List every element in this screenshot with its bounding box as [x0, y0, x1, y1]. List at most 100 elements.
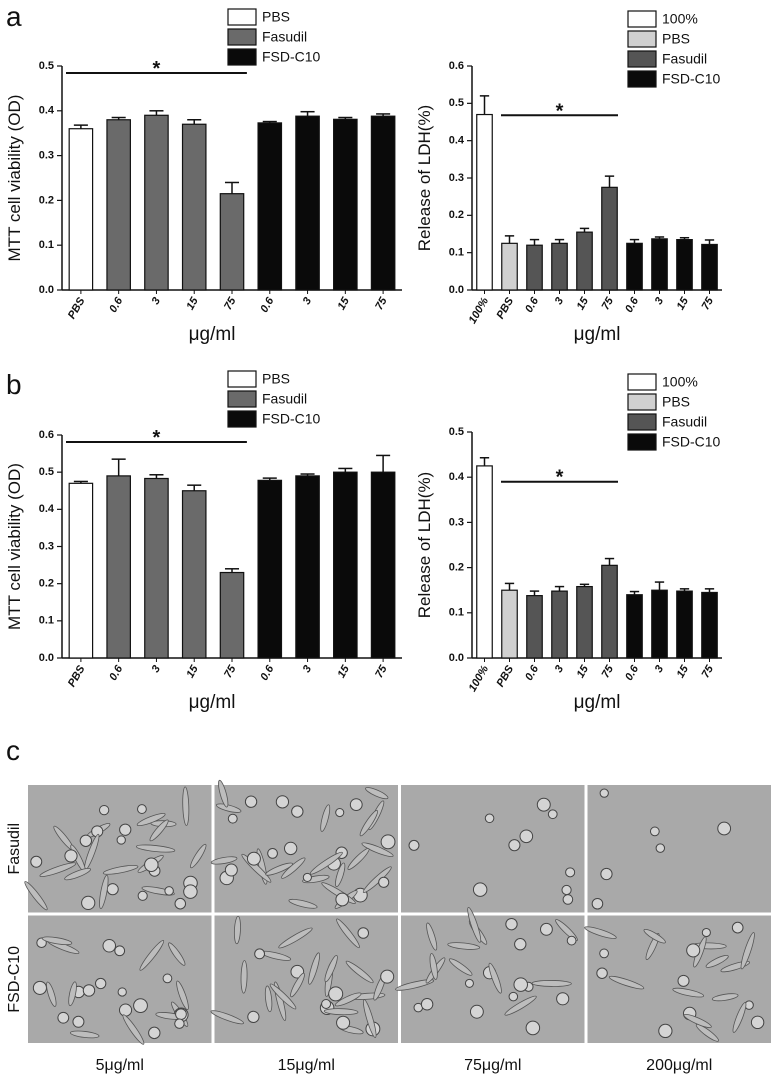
bar: [476, 465, 493, 659]
x-tick-label: 75: [600, 663, 617, 680]
cell: [68, 981, 77, 1007]
cell: [72, 1015, 85, 1028]
x-tick-label: 0.6: [107, 663, 125, 683]
cell: [117, 987, 127, 997]
cell: [182, 786, 190, 826]
x-tick-label: 75: [373, 295, 390, 312]
y-tick-label: 0.1: [39, 615, 54, 627]
bar: [295, 115, 320, 291]
x-tick-label: 15: [335, 663, 352, 680]
cell: [508, 839, 521, 852]
y-tick-label: 0.0: [39, 284, 54, 296]
bar: [551, 590, 568, 659]
column-label: 200μg/ml: [646, 1057, 712, 1074]
column-label: 75μg/ml: [464, 1057, 521, 1074]
cell: [323, 1008, 359, 1016]
bar: [626, 594, 643, 659]
row-label: FSD-C10: [6, 946, 23, 1013]
legend-swatch: [227, 28, 257, 46]
cell: [677, 974, 690, 987]
y-tick-label: 0.4: [39, 105, 55, 117]
x-tick-label: PBS: [66, 295, 88, 321]
cell: [119, 823, 132, 836]
cell: [701, 927, 711, 938]
cell: [290, 972, 305, 998]
cell: [183, 884, 198, 899]
cell: [750, 1015, 765, 1030]
cell: [467, 906, 482, 943]
cell: [649, 826, 660, 837]
y-tick-label: 0.3: [449, 172, 464, 184]
y-tick-label: 0.5: [449, 97, 464, 109]
cell: [565, 867, 576, 878]
cell: [57, 1011, 70, 1024]
cell: [136, 813, 166, 827]
bar: [181, 123, 207, 291]
cell: [269, 983, 297, 1010]
cell: [566, 935, 577, 946]
bar: [68, 482, 94, 659]
cell: [24, 881, 48, 911]
cell: [488, 962, 502, 994]
cell: [227, 813, 238, 824]
y-tick-label: 0.5: [39, 466, 54, 478]
cell: [740, 932, 755, 970]
bar: [651, 589, 668, 659]
legend-label: PBS: [262, 9, 290, 25]
cell: [514, 938, 527, 951]
y-axis-label: Release of LDH(%): [415, 472, 434, 618]
x-tick-label: 75: [222, 663, 239, 680]
cell: [658, 1023, 673, 1039]
cell: [265, 862, 293, 876]
cell: [505, 917, 518, 931]
cell: [95, 977, 107, 990]
cell: [321, 998, 332, 1009]
cell: [380, 834, 396, 850]
y-tick-label: 0.2: [449, 562, 464, 574]
legend-swatch: [227, 370, 257, 388]
cell: [102, 864, 139, 875]
cell: [504, 995, 537, 1016]
cell: [247, 1010, 260, 1024]
cell: [336, 1015, 351, 1030]
legend-swatch: [627, 433, 657, 451]
cell: [395, 979, 435, 991]
cell: [561, 884, 572, 896]
cell: [118, 1003, 133, 1017]
cell: [531, 980, 572, 987]
x-tick-label: 100%: [467, 295, 492, 326]
bar: [144, 477, 169, 659]
y-tick-label: 0.1: [449, 247, 464, 259]
micrograph: [401, 785, 585, 913]
cell: [536, 797, 551, 812]
cell: [365, 787, 389, 800]
cell: [98, 804, 110, 816]
x-tick-label: 3: [150, 296, 163, 307]
cell: [324, 955, 338, 983]
bar: [370, 471, 396, 659]
cell: [584, 926, 617, 939]
cell: [380, 969, 395, 984]
significance-marker: *: [153, 58, 161, 80]
bar: [701, 243, 718, 291]
legend-swatch: [227, 390, 257, 408]
cell: [218, 779, 229, 808]
cell: [175, 1008, 187, 1021]
x-axis-label: μg/ml: [574, 692, 621, 713]
cell: [64, 867, 91, 881]
y-tick-label: 0.3: [39, 540, 54, 552]
legend-swatch: [227, 8, 257, 26]
x-tick-label: 15: [675, 663, 692, 680]
cell: [210, 856, 238, 865]
cell: [278, 927, 313, 949]
cell: [116, 835, 126, 845]
cell: [106, 883, 119, 896]
x-tick-label: 3: [553, 296, 566, 307]
cell: [149, 819, 169, 842]
cell: [686, 943, 701, 958]
legend-label: Fasudil: [262, 391, 307, 407]
x-tick-label: 3: [553, 664, 566, 675]
legend-swatch: [227, 410, 257, 428]
x-tick-label: 75: [373, 663, 390, 680]
